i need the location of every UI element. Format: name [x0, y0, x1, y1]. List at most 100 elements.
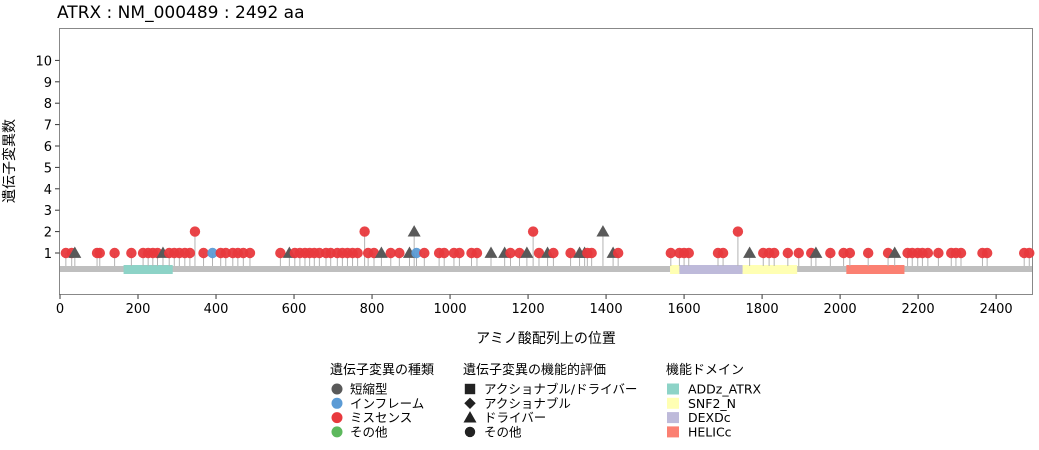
x-tick-label: 2200: [902, 302, 935, 317]
mutation-marker: [612, 247, 624, 259]
mutation-marker: [844, 247, 856, 259]
x-tick-label: 1800: [746, 302, 779, 317]
mutation-marker: [189, 226, 201, 237]
y-axis: 1 2 3 4 5 6 7 8 9 10: [35, 54, 60, 262]
mutation-marker: [565, 247, 576, 259]
backbone-bar: [60, 266, 1032, 272]
mutation-marker: [505, 247, 516, 259]
x-axis-label: アミノ酸配列上の位置: [476, 331, 616, 347]
mutation-marker: [184, 247, 196, 259]
mutation-marker: [981, 247, 993, 259]
mutation-marker: [548, 247, 559, 259]
x-tick-label: 600: [282, 302, 307, 317]
mutation-marker: [94, 247, 105, 259]
legend-type-label: ミスセンス: [350, 410, 412, 425]
mutation-marker: [586, 247, 597, 259]
x-tick-label: 400: [204, 302, 229, 317]
legend-evaluation-title: 遺伝子変異の機能的評価: [463, 362, 606, 378]
x-tick-label: 1600: [668, 302, 701, 317]
y-tick-label: 7: [44, 119, 52, 134]
legend-domain-swatch: [667, 383, 679, 395]
domain-addz-atrx: [123, 265, 173, 274]
mutation-marker: [385, 247, 396, 259]
mutation-marker: [665, 247, 677, 259]
x-tick-label: 1400: [590, 302, 623, 317]
mutation-marker: [520, 246, 534, 258]
legend-domain-label: HELICc: [688, 424, 732, 439]
legend-type-label: その他: [350, 424, 388, 439]
domain-helicc: [846, 265, 905, 274]
mutation-marker: [454, 247, 465, 259]
y-tick-label: 6: [44, 140, 52, 155]
mutation-marker: [438, 247, 450, 259]
y-tick-label: 9: [44, 76, 52, 91]
domain-dexdc: [679, 265, 743, 274]
y-tick-label: 2: [44, 226, 52, 241]
mutation-marker: [352, 247, 363, 259]
x-tick-label: 1000: [434, 302, 467, 317]
mutation-marker: [732, 226, 744, 237]
mutation-marker: [1024, 247, 1035, 259]
legend-evaluation-swatch: [463, 411, 477, 423]
mutation-marker: [768, 247, 780, 259]
mutation-marker: [596, 225, 610, 237]
mutation-marker: [109, 247, 120, 259]
mutation-marker: [527, 226, 539, 237]
mutation-marker: [68, 246, 82, 258]
x-tick-label: 2000: [824, 302, 857, 317]
legend-domain-label: DEXDc: [688, 410, 731, 425]
legend-domains-title: 機能ドメイン: [666, 363, 744, 378]
legend-evaluation-swatch: [464, 397, 476, 410]
mutation-marker: [922, 247, 934, 259]
mutation-marker: [471, 247, 483, 259]
legend-type-swatch: [331, 426, 343, 438]
y-axis-label: 遺伝子変異数: [1, 119, 18, 203]
y-tick-label: 3: [44, 204, 52, 219]
mutation-marker: [825, 247, 836, 259]
mutation-marker: [244, 247, 256, 259]
mutation-marker: [809, 246, 823, 258]
mutation-marker: [888, 246, 902, 258]
legend-domain-label: ADDz_ATRX: [688, 382, 762, 397]
legend-type-label: インフレーム: [350, 396, 424, 411]
mutation-marker: [683, 247, 694, 259]
mutation-marker: [533, 247, 545, 259]
mutation-marker: [207, 247, 218, 259]
x-tick-label: 0: [56, 302, 64, 317]
legend-type-swatch: [331, 397, 343, 409]
mutation-marker: [394, 247, 405, 259]
legend-domain-swatch: [667, 397, 679, 409]
mutation-marker: [359, 226, 370, 237]
y-tick-label: 4: [44, 183, 52, 198]
y-tick-label: 1: [44, 247, 52, 262]
legend-evaluation-swatch: [464, 383, 476, 395]
mutation-marker: [126, 247, 137, 259]
legend-type-title: 遺伝子変異の種類: [330, 362, 434, 378]
legend-domain-label: SNF2_N: [688, 396, 736, 411]
y-tick-label: 10: [35, 54, 52, 69]
legend-domain-swatch: [667, 412, 679, 424]
mutation-marker: [782, 247, 794, 259]
mutation-marker: [862, 247, 874, 259]
mutation-marker: [484, 246, 498, 258]
legend-evaluation-label: アクショナブル/ドライバー: [484, 382, 637, 397]
mutation-marker: [933, 247, 944, 259]
legend-type-label: 短縮型: [350, 382, 388, 397]
mutation-marker: [374, 246, 388, 258]
mutation-marker: [717, 247, 729, 259]
legend-evaluation-swatch: [464, 426, 476, 438]
protein-backbone: [60, 266, 1032, 272]
mutation-marker: [793, 247, 804, 259]
x-tick-label: 200: [126, 302, 151, 317]
mutation-marker: [407, 225, 421, 237]
domain-snf2-n: [670, 265, 680, 274]
mutation-marker: [275, 247, 286, 259]
legend-evaluation-label: アクショナブル: [484, 396, 571, 411]
domain-snf2-n: [742, 265, 798, 274]
legend-type-swatch: [331, 412, 343, 424]
y-tick-label: 5: [44, 161, 52, 176]
chart-title: ATRX : NM_000489 : 2492 aa: [57, 3, 305, 23]
